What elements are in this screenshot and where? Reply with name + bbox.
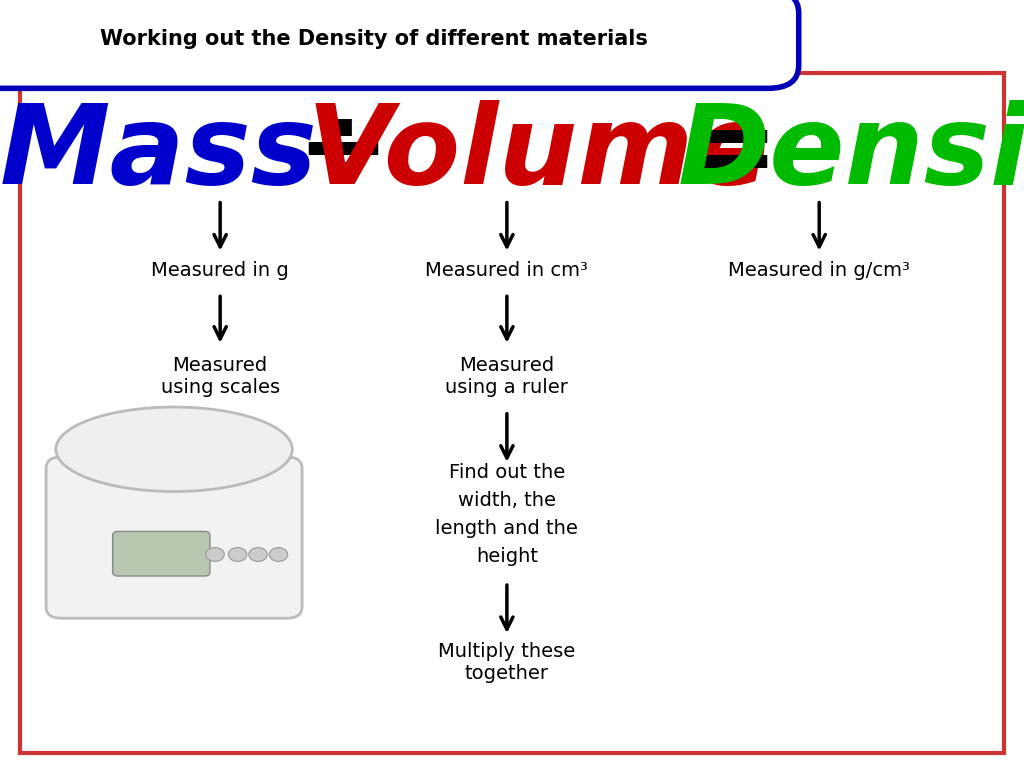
- Text: =: =: [686, 100, 778, 207]
- FancyBboxPatch shape: [20, 73, 1004, 753]
- Text: Working out the Density of different materials: Working out the Density of different mat…: [99, 29, 648, 49]
- Text: Measured
using scales: Measured using scales: [161, 356, 280, 397]
- Text: Measured in cm³: Measured in cm³: [425, 261, 589, 280]
- Text: Mass: Mass: [0, 100, 317, 207]
- Text: Measured in g: Measured in g: [152, 261, 289, 280]
- Circle shape: [206, 548, 224, 561]
- FancyBboxPatch shape: [113, 531, 210, 576]
- Text: Volume: Volume: [306, 100, 769, 207]
- Circle shape: [249, 548, 267, 561]
- FancyBboxPatch shape: [0, 0, 799, 88]
- Text: Density: Density: [678, 100, 1024, 207]
- Text: Multiply these
together: Multiply these together: [438, 641, 575, 683]
- Text: Measured
using a ruler: Measured using a ruler: [445, 356, 568, 397]
- Text: Find out the
width, the
length and the
height: Find out the width, the length and the h…: [435, 463, 579, 566]
- Circle shape: [228, 548, 247, 561]
- Ellipse shape: [55, 407, 293, 492]
- FancyBboxPatch shape: [46, 457, 302, 618]
- Circle shape: [269, 548, 288, 561]
- Text: Measured in g/cm³: Measured in g/cm³: [728, 261, 910, 280]
- Text: ÷: ÷: [297, 100, 389, 207]
